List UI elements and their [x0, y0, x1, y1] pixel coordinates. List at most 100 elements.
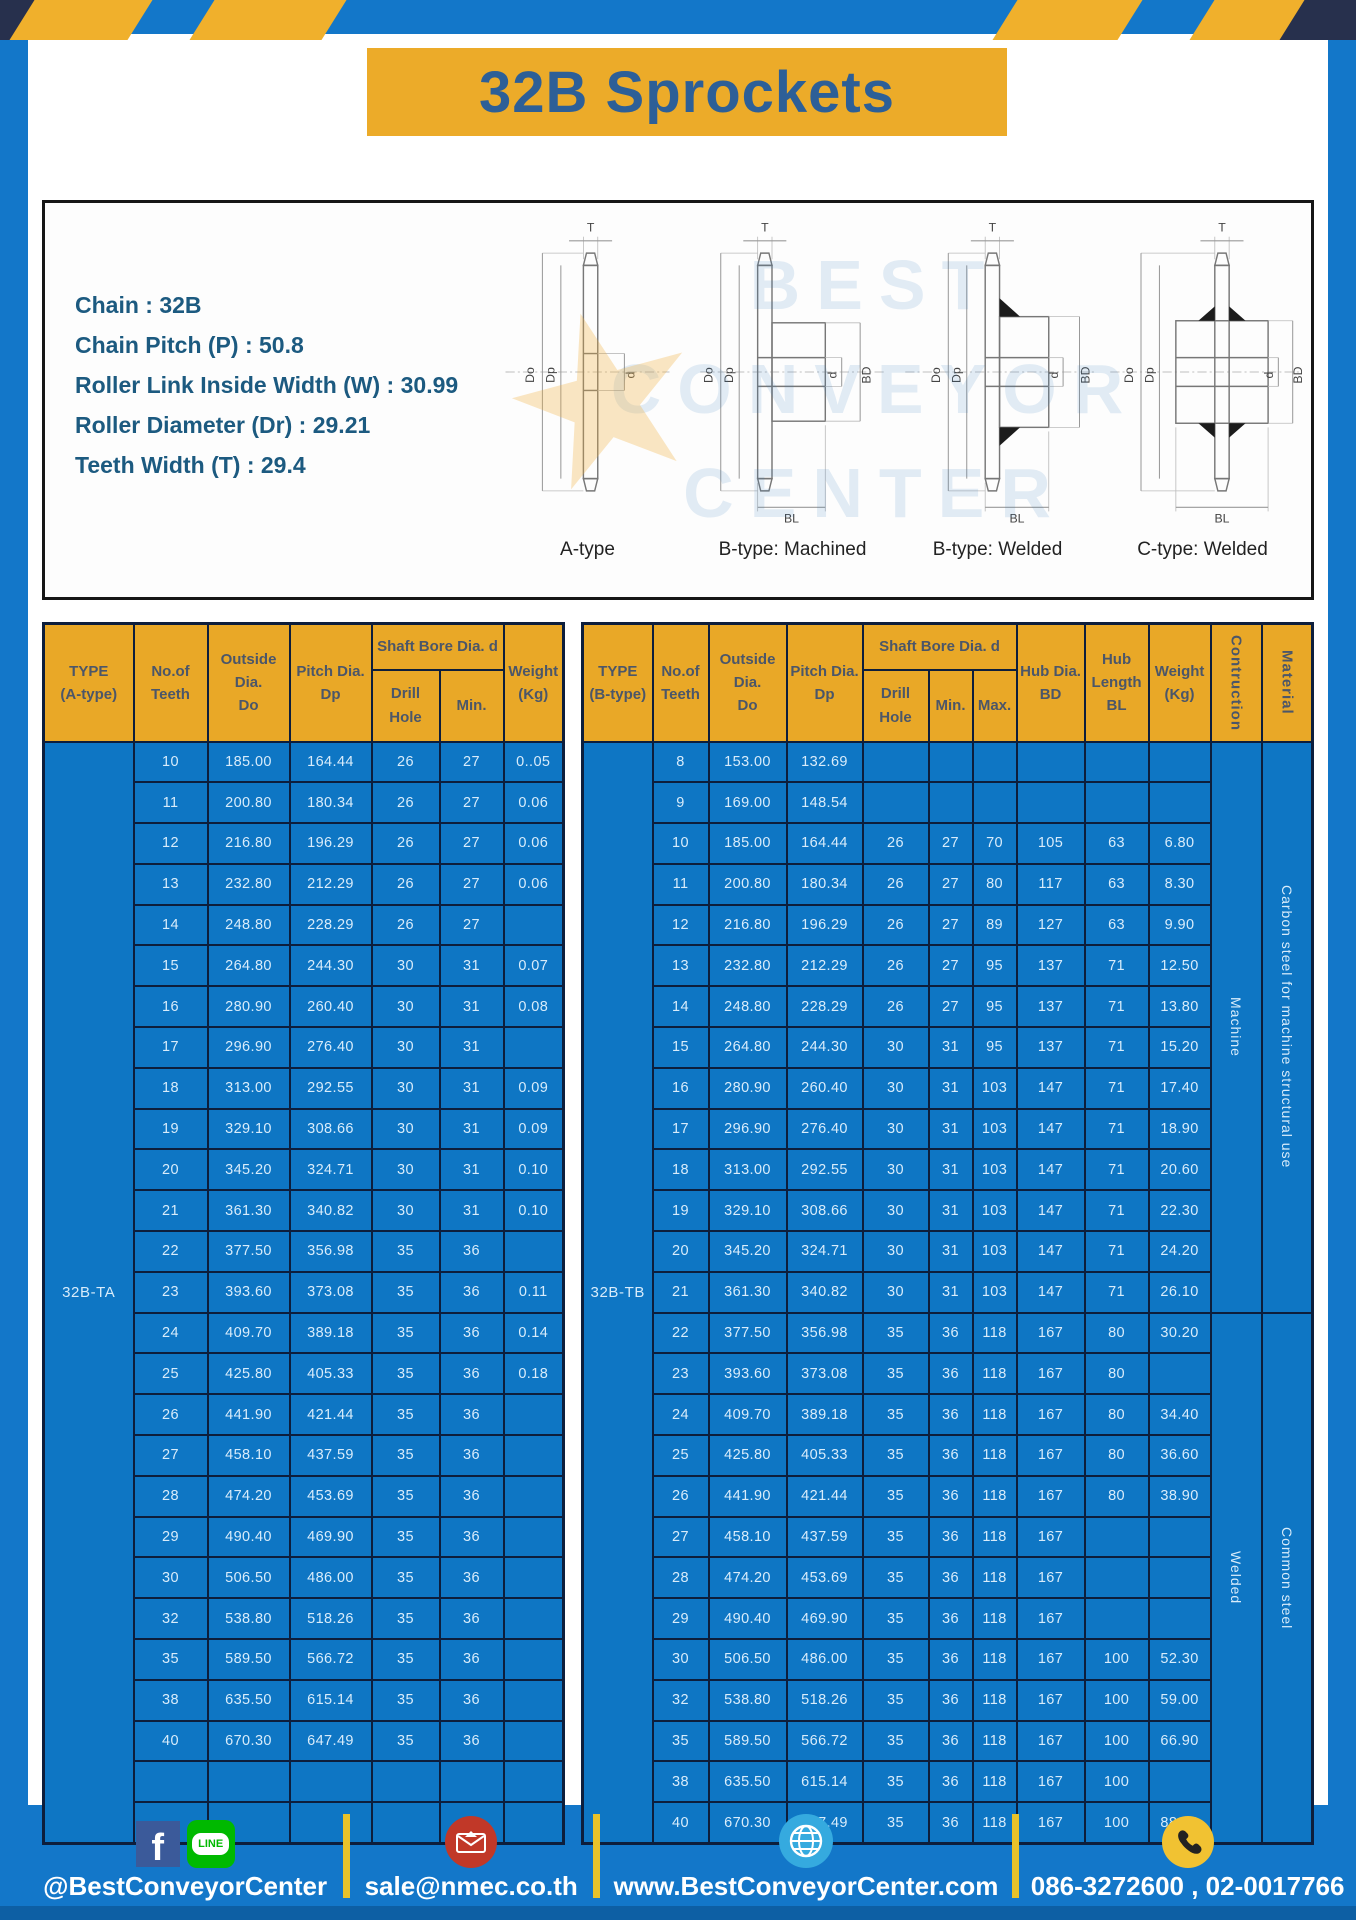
table-cell: 31: [438, 1148, 505, 1192]
table-row: 18 313.00 292.55 30 31 0.09: [44, 1066, 565, 1110]
dim-d: d: [1262, 371, 1276, 378]
table-cell: 35: [861, 1352, 930, 1396]
table-row: 35 589.50 566.72 35 36 118 167 100 66.90: [583, 1719, 1313, 1763]
table-cell: 26: [132, 1393, 209, 1437]
table-cell: 356.98: [288, 1230, 373, 1273]
email-icon[interactable]: [445, 1815, 498, 1868]
table-cell: 228.29: [288, 903, 373, 947]
table-cell: 15: [132, 944, 209, 988]
table-row: 13 232.80 212.29 26 27 95 137 71 12.50: [583, 944, 1313, 988]
table-cell: 280.90: [206, 985, 291, 1029]
col-header-max: Max.: [971, 668, 1018, 743]
table-cell: 137: [1015, 985, 1086, 1029]
col-header-min: Min.: [438, 668, 505, 743]
table-cell: 409.70: [206, 1311, 291, 1355]
table-cell: 373.08: [785, 1352, 864, 1396]
table-cell: 373.08: [288, 1270, 373, 1314]
table-cell: 31: [438, 1107, 505, 1151]
col-header-weight: Weight (Kg): [502, 622, 565, 743]
table-cell: [1147, 1515, 1212, 1559]
email-address[interactable]: sale@nmec.co.th: [364, 1870, 578, 1901]
table-cell: 313.00: [206, 1066, 291, 1110]
table-cell: 18: [651, 1148, 710, 1192]
table-cell: 232.80: [206, 862, 291, 906]
table-cell: 232.80: [707, 944, 788, 988]
b-type-machined-label: B-type: Machined: [718, 539, 867, 560]
table-cell: 32: [132, 1597, 209, 1641]
table-cell: 35: [132, 1638, 209, 1681]
table-cell: 0.06: [502, 862, 565, 906]
table-cell: [1147, 1760, 1212, 1804]
table-cell: 453.69: [288, 1474, 373, 1518]
table-cell: 31: [927, 1230, 974, 1273]
table-cell: 260.40: [288, 985, 373, 1029]
table-cell: 80: [971, 862, 1018, 906]
facebook-icon[interactable]: f: [135, 1820, 180, 1867]
dim-t: T: [989, 221, 997, 235]
type-label-cell: 32B-TA: [42, 740, 135, 1845]
table-cell: [1083, 740, 1150, 784]
table-row: 17 296.90 276.40 30 31: [44, 1026, 565, 1069]
table-cell: 118: [971, 1474, 1018, 1518]
table-cell: 36: [927, 1515, 974, 1559]
table-cell: 635.50: [707, 1760, 788, 1804]
table-cell: 63: [1083, 822, 1150, 865]
table-cell: 29: [651, 1597, 710, 1641]
spec-chain: Chain : 32B: [75, 292, 202, 318]
table-row: 28 474.20 453.69 35 36 118 167: [583, 1556, 1313, 1600]
globe-icon[interactable]: [779, 1813, 834, 1868]
table-cell: 458.10: [707, 1515, 788, 1559]
table-cell: 30: [861, 1189, 930, 1233]
table-cell: 36: [927, 1311, 974, 1355]
table-row: 11 200.80 180.34 26 27 80 117 63 8.30: [583, 862, 1313, 906]
b-type-welded-figure: Do Dp d BD BL: [895, 207, 1100, 595]
table-cell: 0.06: [502, 781, 565, 825]
table-cell: 361.30: [206, 1189, 291, 1233]
phone-numbers[interactable]: 086-3272600 , 02-0017766: [1030, 1870, 1345, 1901]
table-cell: 16: [651, 1066, 710, 1110]
table-row: 35 589.50 566.72 35 36: [44, 1638, 565, 1681]
table-cell: 0.14: [502, 1311, 565, 1355]
table-cell: 36: [927, 1556, 974, 1600]
phone-icon[interactable]: [1161, 1815, 1214, 1868]
table-cell: 12: [651, 903, 710, 947]
footer-website-section: www.BestConveyorCenter.com: [600, 1810, 1013, 1902]
table-cell: 31: [927, 1189, 974, 1233]
content-sheet: 32B Sprockets Do: [28, 34, 1328, 1846]
table-cell: 18.90: [1147, 1107, 1212, 1151]
table-cell: 103: [971, 1189, 1018, 1233]
table-cell: 0.11: [502, 1270, 565, 1314]
table-cell: 95: [971, 944, 1018, 988]
table-cell: [1147, 781, 1212, 825]
table-cell: [502, 1801, 565, 1845]
table-cell: [502, 1434, 565, 1477]
table-cell: 389.18: [288, 1311, 373, 1355]
table-cell: 10: [651, 822, 710, 865]
table-cell: [132, 1760, 209, 1804]
facebook-handle[interactable]: @BestConveyorCenter: [43, 1870, 328, 1901]
table-cell: 490.40: [206, 1515, 291, 1559]
col-header-shaft-bore: Shaft Bore Dia. d: [861, 622, 1018, 671]
table-cell: 35: [370, 1434, 441, 1477]
sprocket-table-a-type: TYPE (A-type) No.of Teeth Outside Dia. D…: [42, 622, 566, 1846]
construction-cell: Welded: [1209, 1311, 1263, 1845]
table-cell: 23: [132, 1270, 209, 1314]
website-url[interactable]: www.BestConveyorCenter.com: [613, 1870, 999, 1901]
table-cell: 147: [1015, 1148, 1086, 1192]
table-cell: 31: [438, 1189, 505, 1233]
table-cell: 35: [861, 1719, 930, 1763]
diagram-row: Do Dp d T A-type: [485, 207, 1305, 595]
table-row: 22 377.50 356.98 35 36: [44, 1230, 565, 1273]
line-icon[interactable]: LINE: [186, 1819, 235, 1868]
table-cell: 118: [971, 1760, 1018, 1804]
table-cell: 80: [1083, 1393, 1150, 1437]
table-cell: 361.30: [707, 1270, 788, 1314]
table-row: 27 458.10 437.59 35 36: [44, 1434, 565, 1477]
globe-grid-icon: [789, 1824, 823, 1857]
table-cell: 66.90: [1147, 1719, 1212, 1763]
table-cell: 228.29: [785, 985, 864, 1029]
table-cell: 377.50: [206, 1230, 291, 1273]
table-cell: 635.50: [206, 1678, 291, 1722]
table-cell: 441.90: [206, 1393, 291, 1437]
table-row: 25 425.80 405.33 35 36 0.18: [44, 1352, 565, 1396]
